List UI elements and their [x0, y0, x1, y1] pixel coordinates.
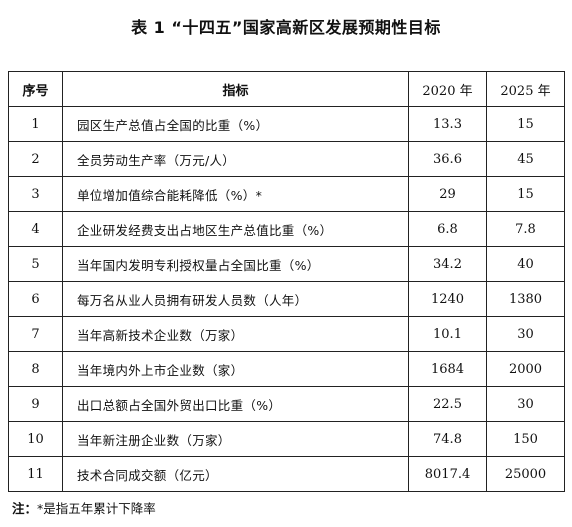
- row-indicator: 当年新注册企业数（万家）: [62, 421, 409, 457]
- table-row: 7 当年高新技术企业数（万家） 10.1 30: [8, 316, 565, 352]
- row-value-2020: 1240: [408, 281, 487, 317]
- row-value-2025: 15: [486, 176, 565, 212]
- footnote-label: 注：: [12, 501, 38, 516]
- header-indicator: 指标: [62, 71, 409, 107]
- row-value-2020: 8017.4: [408, 456, 487, 492]
- row-value-2020: 29: [408, 176, 487, 212]
- header-index: 序号: [8, 71, 63, 107]
- table-row: 8 当年境内外上市企业数（家） 1684 2000: [8, 351, 565, 387]
- targets-table: 序号 指标 2020 年 2025 年 1 园区生产总值占全国的比重（%） 13…: [8, 71, 565, 492]
- table-row: 4 企业研发经费支出占地区生产总值比重（%） 6.8 7.8: [8, 211, 565, 247]
- footnote: 注：*是指五年累计下降率: [12, 498, 156, 517]
- row-indicator: 全员劳动生产率（万元/人）: [62, 141, 409, 177]
- row-index: 1: [8, 106, 63, 142]
- row-indicator: 当年国内发明专利授权量占全国比重（%）: [62, 246, 409, 282]
- row-index: 3: [8, 176, 63, 212]
- row-value-2020: 10.1: [408, 316, 487, 352]
- header-2025: 2025 年: [486, 71, 565, 107]
- row-value-2025: 45: [486, 141, 565, 177]
- footnote-text: *是指五年累计下降率: [37, 501, 156, 516]
- table-row: 2 全员劳动生产率（万元/人） 36.6 45: [8, 141, 565, 177]
- row-value-2025: 30: [486, 316, 565, 352]
- row-value-2020: 36.6: [408, 141, 487, 177]
- row-index: 5: [8, 246, 63, 282]
- row-index: 7: [8, 316, 63, 352]
- table-row: 3 单位增加值综合能耗降低（%）* 29 15: [8, 176, 565, 212]
- table-row: 1 园区生产总值占全国的比重（%） 13.3 15: [8, 106, 565, 142]
- row-indicator: 当年境内外上市企业数（家）: [62, 351, 409, 387]
- row-value-2025: 2000: [486, 351, 565, 387]
- row-value-2025: 7.8: [486, 211, 565, 247]
- row-index: 6: [8, 281, 63, 317]
- row-value-2020: 22.5: [408, 386, 487, 422]
- row-indicator: 当年高新技术企业数（万家）: [62, 316, 409, 352]
- row-index: 4: [8, 211, 63, 247]
- row-value-2025: 150: [486, 421, 565, 457]
- row-indicator: 技术合同成交额（亿元）: [62, 456, 409, 492]
- row-value-2025: 40: [486, 246, 565, 282]
- row-index: 8: [8, 351, 63, 387]
- row-indicator: 出口总额占全国外贸出口比重（%）: [62, 386, 409, 422]
- row-indicator: 每万名从业人员拥有研发人员数（人年）: [62, 281, 409, 317]
- row-value-2020: 1684: [408, 351, 487, 387]
- row-value-2025: 1380: [486, 281, 565, 317]
- row-index: 9: [8, 386, 63, 422]
- table-row: 11 技术合同成交额（亿元） 8017.4 25000: [8, 456, 565, 492]
- row-index: 11: [8, 456, 63, 492]
- row-indicator: 园区生产总值占全国的比重（%）: [62, 106, 409, 142]
- table-header-row: 序号 指标 2020 年 2025 年: [8, 71, 565, 107]
- row-value-2020: 74.8: [408, 421, 487, 457]
- row-value-2025: 25000: [486, 456, 565, 492]
- table-title: 表 1 “十四五”国家高新区发展预期性目标: [131, 18, 441, 37]
- table-row: 9 出口总额占全国外贸出口比重（%） 22.5 30: [8, 386, 565, 422]
- row-index: 2: [8, 141, 63, 177]
- table-row: 5 当年国内发明专利授权量占全国比重（%） 34.2 40: [8, 246, 565, 282]
- row-value-2025: 30: [486, 386, 565, 422]
- row-value-2020: 6.8: [408, 211, 487, 247]
- table-row: 10 当年新注册企业数（万家） 74.8 150: [8, 421, 565, 457]
- row-value-2020: 13.3: [408, 106, 487, 142]
- row-indicator: 单位增加值综合能耗降低（%）*: [62, 176, 409, 212]
- row-indicator: 企业研发经费支出占地区生产总值比重（%）: [62, 211, 409, 247]
- row-value-2020: 34.2: [408, 246, 487, 282]
- row-index: 10: [8, 421, 63, 457]
- row-value-2025: 15: [486, 106, 565, 142]
- header-2020: 2020 年: [408, 71, 487, 107]
- table-row: 6 每万名从业人员拥有研发人员数（人年） 1240 1380: [8, 281, 565, 317]
